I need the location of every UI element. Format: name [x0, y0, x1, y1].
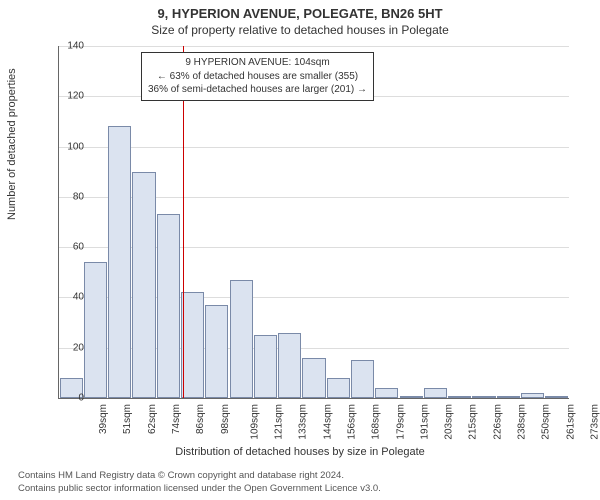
annotation-line: ← 63% of detached houses are smaller (35… [148, 70, 367, 84]
histogram-bar [545, 396, 568, 398]
histogram-bar [351, 360, 374, 398]
y-tick-label: 40 [44, 292, 84, 303]
y-tick-label: 0 [44, 393, 84, 404]
x-tick-label: 226sqm [492, 404, 503, 440]
x-tick-label: 39sqm [98, 404, 109, 434]
histogram-bar [84, 262, 107, 398]
chart-container: 9, HYPERION AVENUE, POLEGATE, BN26 5HT S… [0, 0, 600, 500]
histogram-bar [278, 333, 301, 398]
x-tick-label: 133sqm [298, 404, 309, 440]
x-tick-label: 179sqm [395, 404, 406, 440]
histogram-bar [254, 335, 277, 398]
x-tick-label: 238sqm [517, 404, 528, 440]
y-tick-label: 120 [44, 91, 84, 102]
x-tick-label: 191sqm [419, 404, 430, 440]
histogram-bar [472, 396, 495, 399]
histogram-bar [521, 393, 544, 398]
x-tick-label: 203sqm [444, 404, 455, 440]
histogram-bar [230, 280, 253, 398]
x-tick-label: 98sqm [220, 404, 231, 434]
histogram-bar [497, 396, 520, 399]
plot-area: 9 HYPERION AVENUE: 104sqm← 63% of detach… [58, 46, 569, 399]
y-tick-label: 20 [44, 342, 84, 353]
footer-line-2: Contains public sector information licen… [18, 483, 381, 496]
x-tick-label: 144sqm [322, 404, 333, 440]
x-tick-label: 250sqm [541, 404, 552, 440]
x-tick-label: 261sqm [565, 404, 576, 440]
footer-attribution: Contains HM Land Registry data © Crown c… [18, 470, 381, 496]
x-tick-label: 86sqm [195, 404, 206, 434]
histogram-bar [448, 396, 471, 398]
y-tick-label: 100 [44, 141, 84, 152]
x-tick-label: 74sqm [171, 404, 182, 434]
histogram-bar [132, 172, 155, 398]
x-axis-label: Distribution of detached houses by size … [0, 446, 600, 458]
y-tick-label: 140 [44, 41, 84, 52]
y-tick-label: 60 [44, 242, 84, 253]
annotation-line: 36% of semi-detached houses are larger (… [148, 83, 367, 97]
x-tick-label: 156sqm [347, 404, 358, 440]
grid-line [59, 46, 569, 47]
x-tick-label: 273sqm [589, 404, 600, 440]
x-tick-label: 168sqm [371, 404, 382, 440]
histogram-bar [205, 305, 228, 398]
histogram-bar [400, 396, 423, 399]
histogram-bar [108, 126, 131, 398]
annotation-line: 9 HYPERION AVENUE: 104sqm [148, 56, 367, 70]
annotation-box: 9 HYPERION AVENUE: 104sqm← 63% of detach… [141, 52, 374, 101]
x-tick-label: 121sqm [274, 404, 285, 440]
x-tick-label: 109sqm [249, 404, 260, 440]
y-axis-label: Number of detached properties [6, 68, 18, 220]
footer-line-1: Contains HM Land Registry data © Crown c… [18, 470, 381, 483]
histogram-bar [424, 388, 447, 398]
x-tick-label: 215sqm [468, 404, 479, 440]
chart-subtitle: Size of property relative to detached ho… [0, 21, 600, 41]
chart-title: 9, HYPERION AVENUE, POLEGATE, BN26 5HT [0, 0, 600, 21]
histogram-bar [181, 292, 204, 398]
histogram-bar [375, 388, 398, 398]
x-tick-label: 62sqm [147, 404, 158, 434]
histogram-bar [327, 378, 350, 398]
grid-line [59, 147, 569, 148]
y-tick-label: 80 [44, 191, 84, 202]
histogram-bar [302, 358, 325, 398]
x-tick-label: 51sqm [122, 404, 133, 434]
histogram-bar [157, 214, 180, 398]
